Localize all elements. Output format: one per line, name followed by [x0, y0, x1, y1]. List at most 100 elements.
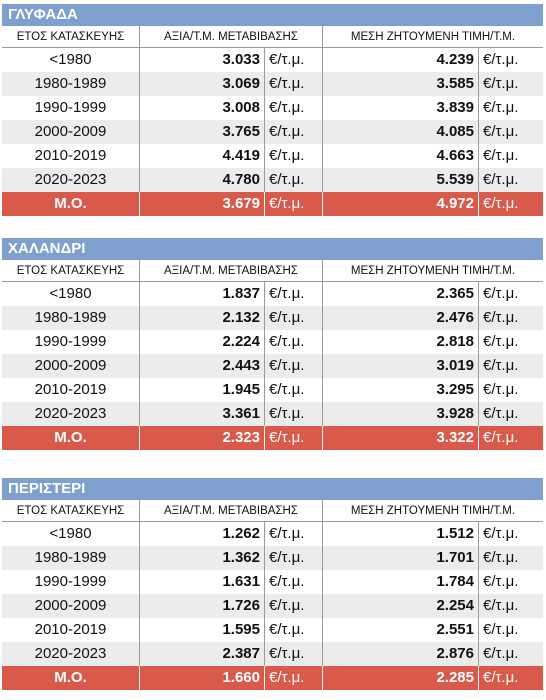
sale-value-cell: 1.631 — [140, 570, 265, 594]
asking-unit-cell: €/τ.μ. — [483, 381, 519, 398]
table-title: ΧΑΛΑΝΔΡΙ — [2, 238, 543, 260]
asking-unit-cell: €/τ.μ. — [483, 645, 519, 662]
header-sale-value: ΑΞΙΑ/Τ.Μ. ΜΕΤΑΒΙΒΑΣΗΣ — [140, 260, 323, 281]
table-row: 2010-2019 1.595 €/τ.μ. 2.551 €/τ.μ. — [2, 618, 543, 642]
asking-price-cell: 3.839 — [323, 96, 479, 120]
header-sale-value: ΑΞΙΑ/Τ.Μ. ΜΕΤΑΒΙΒΑΣΗΣ — [140, 26, 323, 47]
sale-unit-cell: €/τ.μ. — [265, 282, 323, 306]
header-asking-price: ΜΕΣΗ ΖΗΤΟΥΜΕΝΗ ΤΙΜΗ/Τ.Μ. — [350, 31, 516, 43]
sale-value-cell: 3.679 — [140, 192, 265, 216]
sale-unit-cell: €/τ.μ. — [265, 48, 323, 72]
sale-value-cell: 2.132 — [140, 306, 265, 330]
asking-price-cell: 3.928 — [323, 402, 479, 426]
sale-value-cell: 3.033 — [140, 48, 265, 72]
sale-unit-cell: €/τ.μ. — [265, 666, 323, 690]
table-row: 1990-1999 3.008 €/τ.μ. 3.839 €/τ.μ. — [2, 96, 543, 120]
asking-unit-cell: €/τ.μ. — [483, 525, 519, 542]
header-sale-value: ΑΞΙΑ/Τ.Μ. ΜΕΤΑΒΙΒΑΣΗΣ — [140, 500, 323, 521]
sale-value-cell: 2.224 — [140, 330, 265, 354]
year-cell: 1990-1999 — [2, 96, 140, 120]
asking-unit-cell: €/τ.μ. — [483, 171, 519, 188]
asking-price-cell: 3.322 — [323, 426, 479, 450]
asking-unit-cell: €/τ.μ. — [483, 405, 519, 422]
asking-unit-cell: €/τ.μ. — [483, 669, 519, 686]
table-row: 2000-2009 3.765 €/τ.μ. 4.085 €/τ.μ. — [2, 120, 543, 144]
sale-value-cell: 1.837 — [140, 282, 265, 306]
sale-unit-cell: €/τ.μ. — [265, 168, 323, 192]
sale-value-cell: 3.361 — [140, 402, 265, 426]
sale-value-cell: 1.262 — [140, 522, 265, 546]
sale-value-cell: 1.660 — [140, 666, 265, 690]
table-chalandri: ΧΑΛΑΝΔΡΙ ΕΤΟΣ ΚΑΤΑΣΚΕΥΗΣ ΑΞΙΑ/Τ.Μ. ΜΕΤΑΒ… — [2, 238, 543, 450]
sale-value-cell: 1.362 — [140, 546, 265, 570]
asking-price-cell: 1.784 — [323, 570, 479, 594]
sale-unit-cell: €/τ.μ. — [265, 306, 323, 330]
asking-unit-cell: €/τ.μ. — [483, 309, 519, 326]
table-row: 1990-1999 2.224 €/τ.μ. 2.818 €/τ.μ. — [2, 330, 543, 354]
sale-value-cell: 2.323 — [140, 426, 265, 450]
asking-price-cell: 2.551 — [323, 618, 479, 642]
sale-value-cell: 2.387 — [140, 642, 265, 666]
sale-unit-cell: €/τ.μ. — [265, 354, 323, 378]
asking-unit-cell: €/τ.μ. — [483, 195, 519, 212]
year-cell: 2010-2019 — [2, 144, 140, 168]
year-cell: 1980-1989 — [2, 72, 140, 96]
sale-unit-cell: €/τ.μ. — [265, 546, 323, 570]
table-row: 2020-2023 4.780 €/τ.μ. 5.539 €/τ.μ. — [2, 168, 543, 192]
sale-unit-cell: €/τ.μ. — [265, 642, 323, 666]
table-header: ΕΤΟΣ ΚΑΤΑΣΚΕΥΗΣ ΑΞΙΑ/Τ.Μ. ΜΕΤΑΒΙΒΑΣΗΣ ΜΕ… — [2, 500, 543, 522]
asking-price-cell: 2.476 — [323, 306, 479, 330]
year-cell: <1980 — [2, 522, 140, 546]
asking-unit-cell: €/τ.μ. — [483, 573, 519, 590]
year-cell: Μ.Ο. — [2, 666, 140, 690]
table-row: <1980 1.262 €/τ.μ. 1.512 €/τ.μ. — [2, 522, 543, 546]
year-cell: 1980-1989 — [2, 546, 140, 570]
sale-unit-cell: €/τ.μ. — [265, 426, 323, 450]
average-row: Μ.Ο. 1.660 €/τ.μ. 2.285 €/τ.μ. — [2, 666, 543, 690]
table-header: ΕΤΟΣ ΚΑΤΑΣΚΕΥΗΣ ΑΞΙΑ/Τ.Μ. ΜΕΤΑΒΙΒΑΣΗΣ ΜΕ… — [2, 260, 543, 282]
sale-value-cell: 4.780 — [140, 168, 265, 192]
year-cell: <1980 — [2, 282, 140, 306]
sale-unit-cell: €/τ.μ. — [265, 72, 323, 96]
year-cell: 2000-2009 — [2, 354, 140, 378]
asking-price-cell: 2.365 — [323, 282, 479, 306]
asking-price-cell: 4.663 — [323, 144, 479, 168]
asking-unit-cell: €/τ.μ. — [483, 75, 519, 92]
header-year: ΕΤΟΣ ΚΑΤΑΣΚΕΥΗΣ — [2, 500, 140, 521]
table-row: 2020-2023 3.361 €/τ.μ. 3.928 €/τ.μ. — [2, 402, 543, 426]
asking-price-cell: 4.972 — [323, 192, 479, 216]
table-row: <1980 1.837 €/τ.μ. 2.365 €/τ.μ. — [2, 282, 543, 306]
year-cell: Μ.Ο. — [2, 426, 140, 450]
table-peristeri: ΠΕΡΙΣΤΕΡΙ ΕΤΟΣ ΚΑΤΑΣΚΕΥΗΣ ΑΞΙΑ/Τ.Μ. ΜΕΤΑ… — [2, 478, 543, 690]
table-header: ΕΤΟΣ ΚΑΤΑΣΚΕΥΗΣ ΑΞΙΑ/Τ.Μ. ΜΕΤΑΒΙΒΑΣΗΣ ΜΕ… — [2, 26, 543, 48]
asking-unit-cell: €/τ.μ. — [483, 285, 519, 302]
sale-value-cell: 4.419 — [140, 144, 265, 168]
year-cell: 2010-2019 — [2, 618, 140, 642]
asking-price-cell: 2.254 — [323, 594, 479, 618]
sale-value-cell: 1.726 — [140, 594, 265, 618]
sale-unit-cell: €/τ.μ. — [265, 522, 323, 546]
year-cell: 2020-2023 — [2, 642, 140, 666]
table-title: ΠΕΡΙΣΤΕΡΙ — [2, 478, 543, 500]
asking-price-cell: 3.019 — [323, 354, 479, 378]
sale-unit-cell: €/τ.μ. — [265, 594, 323, 618]
asking-price-cell: 2.876 — [323, 642, 479, 666]
header-year: ΕΤΟΣ ΚΑΤΑΣΚΕΥΗΣ — [2, 26, 140, 47]
asking-unit-cell: €/τ.μ. — [483, 99, 519, 116]
table-row: 1980-1989 1.362 €/τ.μ. 1.701 €/τ.μ. — [2, 546, 543, 570]
average-row: Μ.Ο. 3.679 €/τ.μ. 4.972 €/τ.μ. — [2, 192, 543, 216]
table-row: 2000-2009 1.726 €/τ.μ. 2.254 €/τ.μ. — [2, 594, 543, 618]
table-row: 1980-1989 3.069 €/τ.μ. 3.585 €/τ.μ. — [2, 72, 543, 96]
table-row: 2000-2009 2.443 €/τ.μ. 3.019 €/τ.μ. — [2, 354, 543, 378]
sale-unit-cell: €/τ.μ. — [265, 192, 323, 216]
year-cell: <1980 — [2, 48, 140, 72]
asking-price-cell: 5.539 — [323, 168, 479, 192]
sale-unit-cell: €/τ.μ. — [265, 96, 323, 120]
asking-price-cell: 1.512 — [323, 522, 479, 546]
asking-unit-cell: €/τ.μ. — [483, 597, 519, 614]
year-cell: 2020-2023 — [2, 402, 140, 426]
asking-price-cell: 1.701 — [323, 546, 479, 570]
header-asking-price: ΜΕΣΗ ΖΗΤΟΥΜΕΝΗ ΤΙΜΗ/Τ.Μ. — [350, 265, 516, 277]
table-row: 2010-2019 1.945 €/τ.μ. 3.295 €/τ.μ. — [2, 378, 543, 402]
average-row: Μ.Ο. 2.323 €/τ.μ. 3.322 €/τ.μ. — [2, 426, 543, 450]
